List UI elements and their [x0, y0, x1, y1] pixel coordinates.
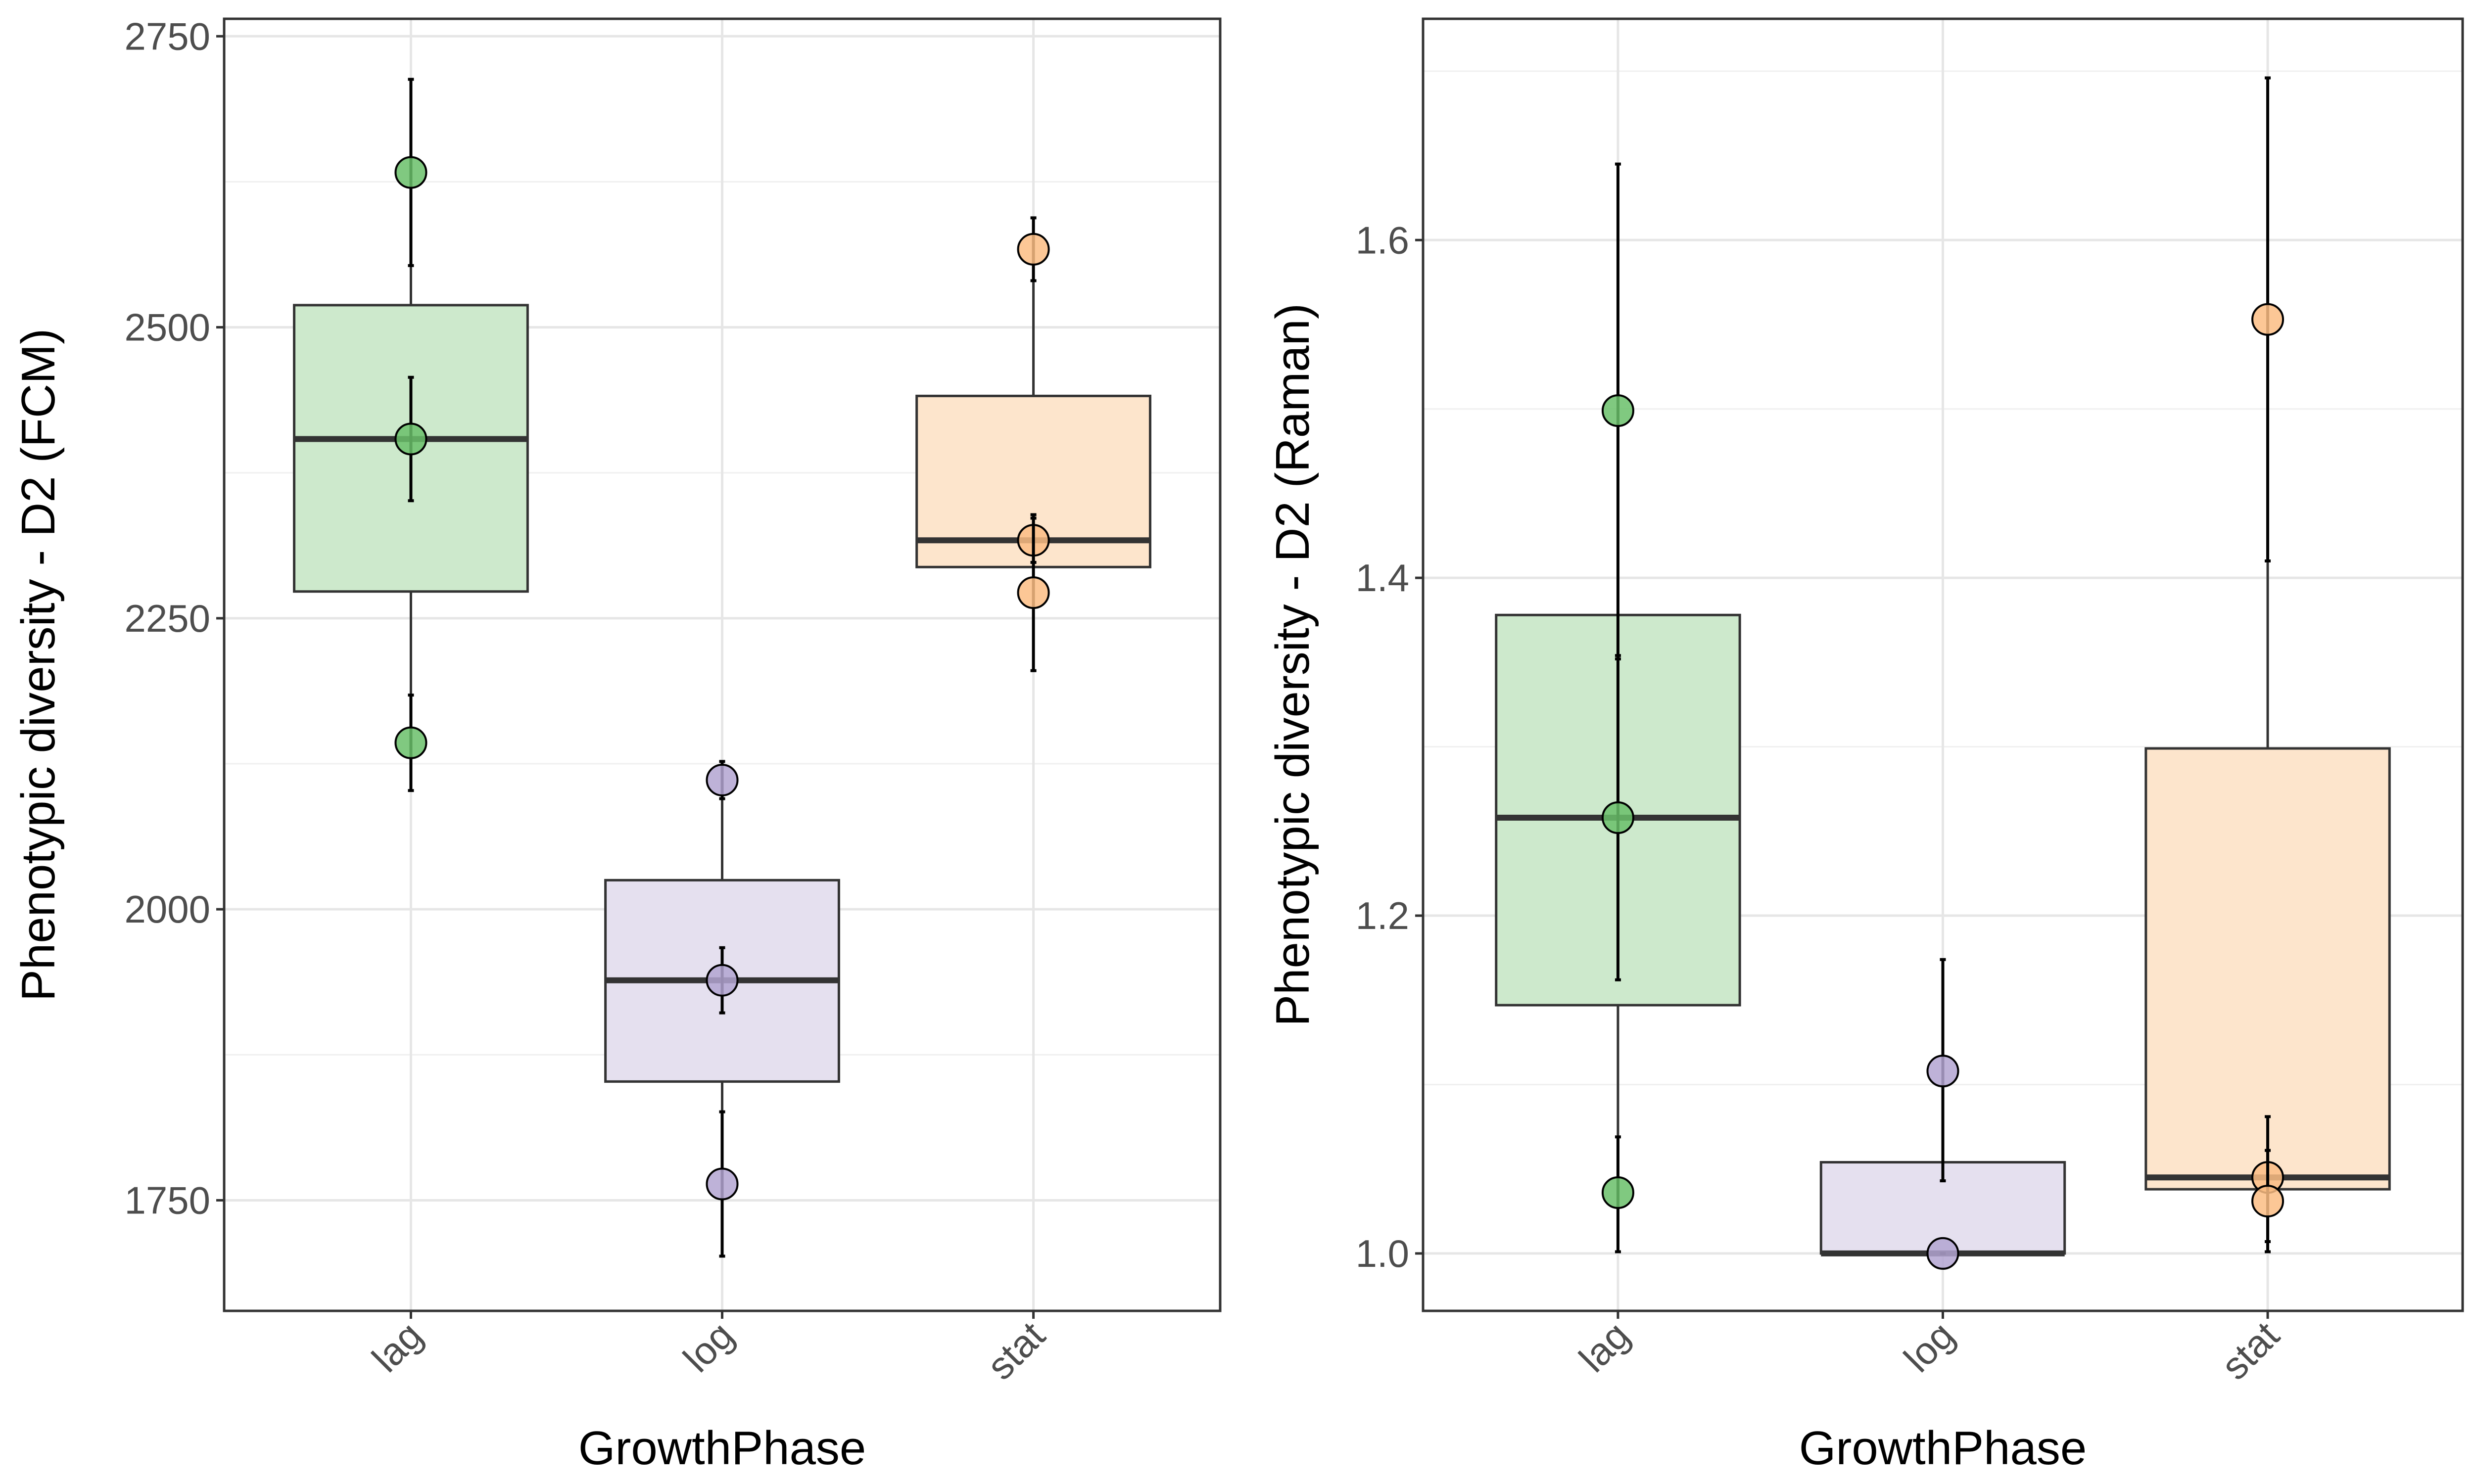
y-tick-label: 1.2 [1356, 894, 1409, 937]
data-point-stat [1017, 232, 1050, 266]
y-tick-label: 1.0 [1356, 1232, 1409, 1275]
x-axis-title: GrowthPhase [578, 1422, 866, 1475]
data-point-lag [1601, 394, 1634, 427]
y-axis-title: Phenotypic diversity - D2 (Raman) [1266, 303, 1319, 1026]
data-point-stat [2251, 1185, 2284, 1218]
y-tick-label: 2000 [124, 887, 210, 931]
data-point-log [1926, 1237, 1959, 1270]
data-point-lag [394, 156, 428, 189]
x-axis-title: GrowthPhase [1799, 1422, 2087, 1475]
x-tick-label: stat [978, 1313, 1053, 1388]
x-tick-label: lag [1570, 1313, 1638, 1381]
data-point-lag [394, 726, 428, 759]
data-point-log [706, 964, 739, 997]
y-tick-label: 1.6 [1356, 218, 1409, 262]
data-point-lag [1601, 801, 1634, 835]
x-tick-label: lag [364, 1313, 431, 1381]
raman-boxplot-panel: 1.0 1.2 1.4 1.6 lag log stat GrowthPhase Phenoty… [1266, 17, 2464, 1475]
y-tick-label: 2500 [124, 306, 210, 349]
data-point-stat [1017, 576, 1050, 609]
y-tick-label: 2750 [124, 14, 210, 58]
y-tick-label: 2250 [124, 597, 210, 640]
data-point-log [706, 1167, 739, 1201]
data-point-lag [394, 422, 428, 456]
fcm-boxplot-panel: 1750 2000 2250 2500 2750 lag log stat GrowthPhas… [12, 14, 1222, 1475]
x-tick-label: log [1896, 1313, 1963, 1381]
y-tick-label: 1750 [124, 1178, 210, 1222]
y-tick-label: 1.4 [1356, 556, 1409, 600]
x-tick-label: stat [2213, 1313, 2287, 1388]
data-point-stat [2251, 303, 2284, 336]
y-axis-title: Phenotypic diversity - D2 (FCM) [12, 328, 65, 1001]
box-stat [2144, 747, 2391, 1191]
x-tick-label: log [675, 1313, 742, 1381]
data-point-log [706, 763, 739, 796]
data-point-log [1926, 1055, 1959, 1088]
data-point-lag [1601, 1176, 1634, 1209]
